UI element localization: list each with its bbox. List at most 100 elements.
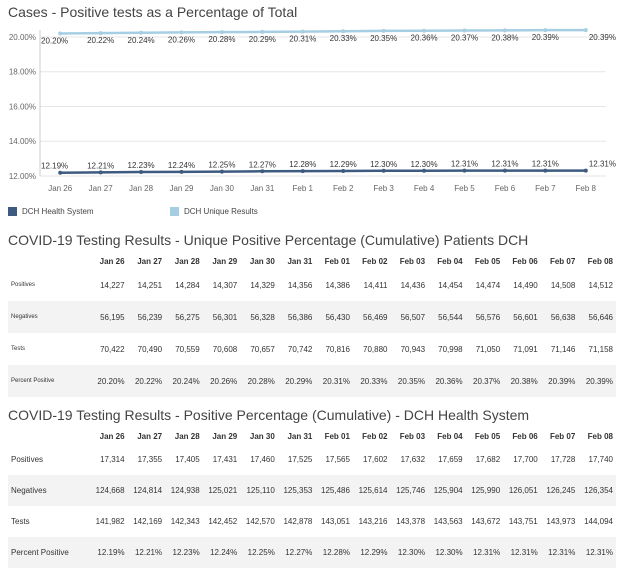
row-label: Percent Positive <box>8 537 90 568</box>
table-cell: 20.33% <box>352 365 391 397</box>
table-cell: 56,328 <box>240 301 278 333</box>
data-label: 20.38% <box>491 33 518 42</box>
column-header: Jan 31 <box>287 431 313 441</box>
table-cell: 17,740 <box>588 455 613 464</box>
table-cell: 12.21% <box>127 537 166 568</box>
table-cell: 56,386 <box>277 301 316 333</box>
line-chart: 12.00% 14.00% 16.00% 18.00% 20.00% Jan 26 Jan … <box>9 28 616 193</box>
data-point <box>502 168 507 173</box>
y-tick-label: 16.00% <box>9 102 36 111</box>
table-cell: 125,614 <box>352 475 391 506</box>
row-label: Percent Positive <box>8 365 90 397</box>
table-cell: 14,284 <box>175 280 200 290</box>
table-cell: 125,021 <box>202 475 241 506</box>
table-cell: 17,405 <box>175 455 200 464</box>
table-row: Positives 14,227 14,251 14,284 14,307 14,329 1… <box>8 269 616 301</box>
legend-item-unique-results[interactable]: DCH Unique Results <box>170 207 258 216</box>
column-header: Jan 31 <box>287 256 313 266</box>
x-tick-label: Feb 7 <box>535 184 556 193</box>
data-point <box>543 28 548 33</box>
column-header: Feb 01 <box>324 256 350 266</box>
table-cell: 70,880 <box>363 344 388 354</box>
data-label: 20.36% <box>411 34 438 43</box>
table-cell: 20.20% <box>90 365 128 397</box>
column-header: Jan 29 <box>212 256 238 266</box>
table-cell: 17,314 <box>100 455 125 464</box>
table-cell: 12.29% <box>352 537 391 568</box>
table-cell: 17,659 <box>438 455 463 464</box>
table-cell: 70,490 <box>137 344 163 354</box>
table-cell: 14,329 <box>250 280 275 290</box>
column-header: Feb 05 <box>474 431 501 441</box>
table-cell: 142,570 <box>245 517 275 526</box>
column-header: Jan 30 <box>249 256 275 266</box>
data-point <box>300 29 305 34</box>
x-tick-label: Feb 4 <box>414 184 435 193</box>
table-cell: 56,275 <box>165 301 203 333</box>
data-label: 20.39% <box>589 33 616 42</box>
table-cell: 17,565 <box>325 455 350 464</box>
table-cell: 56,638 <box>540 301 579 333</box>
table-cell: 17,700 <box>513 455 538 464</box>
column-header: Feb 02 <box>362 256 388 266</box>
table-cell: 14,386 <box>325 280 350 290</box>
data-label: 12.19% <box>41 162 68 171</box>
table-cell: 125,990 <box>465 475 504 506</box>
table-cell: 70,422 <box>100 344 125 354</box>
data-label: 12.23% <box>128 161 155 170</box>
table-cell: 144,094 <box>584 517 613 526</box>
series-line <box>60 28 586 35</box>
table-cell: 20.31% <box>315 365 353 397</box>
table-cell: 56,195 <box>90 301 128 333</box>
table-cell: 12.19% <box>90 537 128 568</box>
table-cell: 14,508 <box>550 280 576 290</box>
data-label: 12.31% <box>589 160 616 169</box>
series-line <box>60 169 586 174</box>
data-label: 12.31% <box>491 160 518 169</box>
legend-swatch-unique-results <box>170 207 179 216</box>
legend-item-health-system[interactable]: DCH Health System <box>8 207 94 216</box>
table-cell: 124,938 <box>165 475 203 506</box>
table-cell: 12.30% <box>428 537 466 568</box>
table-cell: 17,682 <box>475 455 501 464</box>
table-cell: 143,563 <box>433 517 463 526</box>
table-cell: 17,525 <box>287 455 313 464</box>
y-tick-label: 20.00% <box>9 33 36 42</box>
column-header: Jan 28 <box>174 431 200 441</box>
table-cell: 14,454 <box>438 280 463 290</box>
column-header: Feb 04 <box>437 431 463 441</box>
table1-title: COVID-19 Testing Results - Unique Positi… <box>8 232 529 248</box>
table1-header-row: Jan 26 Jan 27 Jan 28 Jan 29 Jan 30 Jan 31 Feb … <box>8 253 616 269</box>
data-point <box>381 28 386 33</box>
data-point <box>219 169 224 174</box>
table-cell: 126,051 <box>503 475 541 506</box>
data-point <box>179 30 184 35</box>
legend-label-unique-results: DCH Unique Results <box>184 207 258 216</box>
column-header: Feb 03 <box>399 256 426 266</box>
data-point <box>98 31 103 36</box>
legend-label-health-system: DCH Health System <box>22 207 94 216</box>
x-tick-label: Jan 29 <box>169 184 194 193</box>
data-point <box>462 28 467 33</box>
data-label: 20.31% <box>289 35 316 44</box>
column-header: Feb 07 <box>549 431 576 441</box>
column-header: Jan 29 <box>212 431 238 441</box>
table-cell: 20.37% <box>465 365 504 397</box>
data-label: 20.29% <box>249 35 276 44</box>
data-label: 12.21% <box>87 161 114 170</box>
table2-title: COVID-19 Testing Results - Positive Perc… <box>8 407 530 423</box>
header-corner <box>8 428 90 444</box>
data-label: 12.31% <box>532 160 559 169</box>
table-cell: 142,343 <box>170 517 200 526</box>
table-cell: 126,245 <box>540 475 579 506</box>
x-tick-label: Feb 5 <box>454 184 475 193</box>
table-cell: 56,239 <box>127 301 166 333</box>
table-cell: 12.31% <box>465 537 504 568</box>
table-cell: 124,814 <box>127 475 166 506</box>
table-row: Negatives 56,195 56,239 56,275 56,301 56,328 5… <box>8 301 616 333</box>
data-point <box>341 168 346 173</box>
data-label: 12.24% <box>168 161 195 170</box>
data-label: 20.22% <box>87 36 114 45</box>
table-cell: 142,169 <box>133 517 163 526</box>
x-tick-label: Feb 6 <box>495 184 516 193</box>
